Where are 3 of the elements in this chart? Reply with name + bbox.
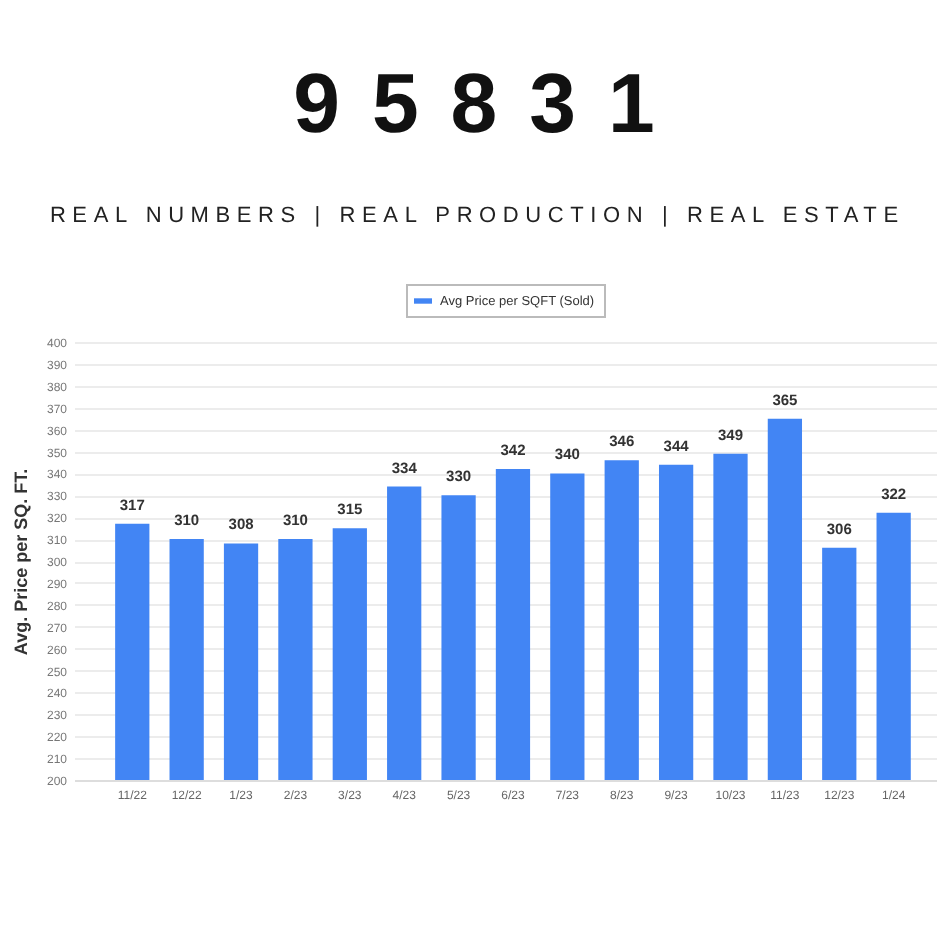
chart-title: 95831 — [291, 56, 689, 150]
chart-subtitle: REAL NUMBERS | REAL PRODUCTION | REAL ESTATE — [47, 204, 907, 230]
y-axis-title: Avg. Price per SQ. FT. — [10, 468, 31, 656]
